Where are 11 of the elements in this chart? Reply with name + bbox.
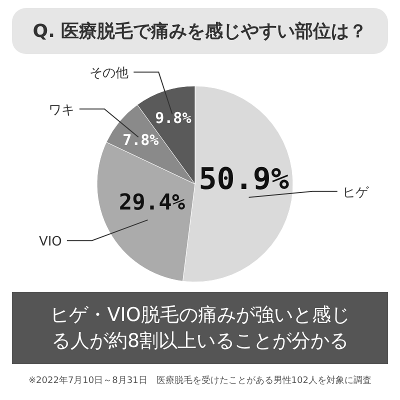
slice-label: その他 (90, 66, 129, 82)
data-label: 7.8% (122, 131, 159, 149)
data-label: 9.8% (155, 108, 192, 127)
data-label: 29.4% (118, 190, 186, 216)
slice-label: ワキ (48, 103, 74, 118)
slice-label: ヒゲ (342, 185, 370, 200)
text: ヒゲ・VIO脱毛の痛みが強いと感じる人が約8割以上いることが分かる (12, 292, 388, 364)
slice-label: VIO (38, 234, 62, 250)
text: ※2022年7月10日～8月31日 医療脱毛を受けたことがある男性102人を対象に調査 (28, 374, 372, 387)
chart-title: Q. 医療脱毛で痛みを感じやすい部位は？ (12, 8, 388, 54)
data-label: 50.9% (198, 162, 290, 198)
